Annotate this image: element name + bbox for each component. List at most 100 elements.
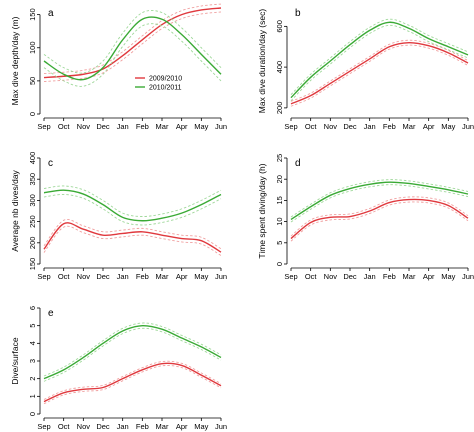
x-tick-label: Feb: [383, 272, 396, 281]
y-tick-label: 5: [275, 241, 284, 245]
x-tick-label: Jan: [117, 272, 129, 281]
x-tick-label: Dec: [96, 422, 110, 431]
ci-upper-2010: [43, 322, 222, 377]
x-tick-label: Mar: [156, 272, 169, 281]
ci-lower-2010: [43, 23, 222, 87]
series-line-2010: [43, 16, 222, 81]
x-tick-label: Oct: [58, 422, 71, 431]
panel-e: e 0 1 2 3 4 5 6 Sep Oct Nov Dec Jan Feb Mar Apr May Jun Di…: [10, 306, 227, 431]
x-tick-label: Dec: [96, 122, 110, 131]
panel-a: a 0 50 100 150 Sep Oct Nov Dec Jan Feb Mar Apr May Jun…: [10, 3, 227, 131]
ci-upper-2009: [43, 3, 222, 75]
x-tick-label: Apr: [423, 272, 435, 281]
ci-lower-2009: [43, 225, 222, 256]
x-tick-label: Dec: [96, 272, 110, 281]
series-line-2009: [290, 41, 469, 105]
x-tick-label: Jan: [117, 422, 129, 431]
y-tick-label: 100: [28, 41, 37, 54]
series-line-2009: [43, 7, 222, 79]
x-tick-label: Feb: [383, 122, 396, 131]
ci-upper-2009: [290, 39, 469, 102]
y-tick-label: 350: [28, 173, 37, 186]
x-tick-label: Oct: [58, 122, 71, 131]
x-tick-label: May: [441, 272, 455, 281]
legend-label-2009: 2009/2010: [149, 76, 182, 83]
y-tick-label: 400: [28, 152, 37, 165]
panel-c: c 150 200 250 300 350 400 Sep Oct Nov Dec Jan Feb Mar…: [10, 152, 227, 281]
y-tick-label: 300: [28, 194, 37, 207]
y-tick-label: 400: [275, 61, 284, 74]
panel-b: b 200 400 600 Sep Oct Nov Dec Jan Feb Mar Apr May Jun…: [257, 8, 474, 131]
y-tick-label: 0: [28, 412, 37, 416]
ci-upper-2010: [290, 18, 469, 95]
y-tick-label: 5: [28, 324, 37, 328]
y-tick-label: 2: [28, 377, 37, 381]
y-tick-label: 25: [275, 154, 284, 162]
ci-upper-2010: [290, 179, 469, 218]
x-tick-label: Nov: [324, 272, 338, 281]
x-tick-label: Oct: [305, 122, 318, 131]
y-tick-label: 200: [28, 237, 37, 250]
y-axis-label: Max dive duration/day (sec): [257, 9, 267, 114]
y-tick-label: 4: [28, 341, 37, 345]
y-tick-label: 6: [28, 306, 37, 310]
y-axis-label: Average nb dives/day: [10, 169, 20, 251]
y-axis-label: Max dive depth/day (m): [10, 16, 20, 105]
x-tick-label: Nov: [324, 122, 338, 131]
legend-label-2010: 2010/2011: [149, 85, 182, 92]
x-tick-label: Jan: [117, 122, 129, 131]
x-tick-label: Sep: [37, 272, 50, 281]
x-tick-label: Jun: [215, 272, 227, 281]
y-tick-label: 50: [28, 77, 37, 85]
panel-d: d 0 5 10 15 20 25 Sep Oct Nov Dec Jan Feb Mar Apr May Ju…: [257, 154, 474, 281]
x-tick-label: Apr: [176, 422, 188, 431]
y-tick-label: 0: [275, 262, 284, 266]
x-tick-label: Sep: [37, 422, 50, 431]
x-tick-label: May: [194, 422, 208, 431]
series-line-2010: [43, 189, 222, 222]
x-tick-label: Mar: [156, 422, 169, 431]
x-tick-label: Mar: [403, 272, 416, 281]
x-tick-label: Apr: [423, 122, 435, 131]
ci-upper-2009: [43, 360, 222, 400]
panel-letter: e: [48, 308, 54, 319]
ci-lower-2009: [43, 11, 222, 82]
x-tick-label: Nov: [77, 422, 91, 431]
series-line-2010: [290, 181, 469, 221]
x-tick-label: Apr: [176, 122, 188, 131]
ci-lower-2010: [43, 194, 222, 226]
x-tick-label: Jun: [462, 272, 474, 281]
series-line-2009: [290, 198, 469, 240]
panel-letter: a: [48, 8, 54, 19]
panel-letter: b: [295, 8, 301, 19]
y-axis-label: Time spent diving/day (h): [257, 163, 267, 258]
x-tick-label: Feb: [136, 122, 149, 131]
x-tick-label: Nov: [77, 122, 91, 131]
ci-lower-2010: [290, 24, 469, 102]
series-line-2009: [43, 362, 222, 403]
ci-lower-2009: [43, 365, 222, 405]
y-tick-label: 600: [275, 20, 284, 33]
panel-letter: d: [295, 158, 301, 169]
x-tick-label: Jun: [462, 122, 474, 131]
x-tick-label: May: [194, 272, 208, 281]
x-tick-label: Oct: [305, 272, 318, 281]
series-line-2009: [43, 222, 222, 253]
ci-lower-2009: [290, 201, 469, 242]
ci-upper-2010: [43, 185, 222, 217]
ci-upper-2009: [290, 196, 469, 237]
ci-upper-2009: [43, 219, 222, 250]
series-line-2010: [290, 21, 469, 99]
y-tick-label: 250: [28, 215, 37, 228]
y-tick-label: 150: [28, 258, 37, 271]
y-tick-label: 15: [275, 196, 284, 204]
x-tick-label: Nov: [77, 272, 91, 281]
y-tick-label: 10: [275, 217, 284, 225]
x-tick-label: May: [441, 122, 455, 131]
x-tick-label: Feb: [136, 422, 149, 431]
y-tick-label: 3: [28, 359, 37, 363]
x-tick-label: Mar: [403, 122, 416, 131]
y-tick-label: 0: [28, 112, 37, 116]
y-tick-label: 200: [275, 102, 284, 115]
